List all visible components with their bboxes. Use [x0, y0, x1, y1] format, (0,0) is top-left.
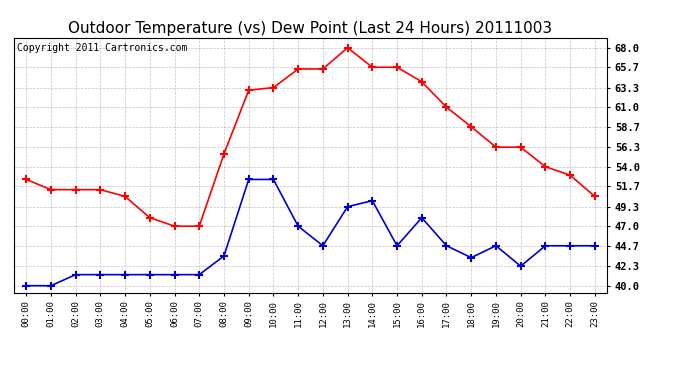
Title: Outdoor Temperature (vs) Dew Point (Last 24 Hours) 20111003: Outdoor Temperature (vs) Dew Point (Last…: [68, 21, 553, 36]
Text: Copyright 2011 Cartronics.com: Copyright 2011 Cartronics.com: [17, 43, 187, 52]
